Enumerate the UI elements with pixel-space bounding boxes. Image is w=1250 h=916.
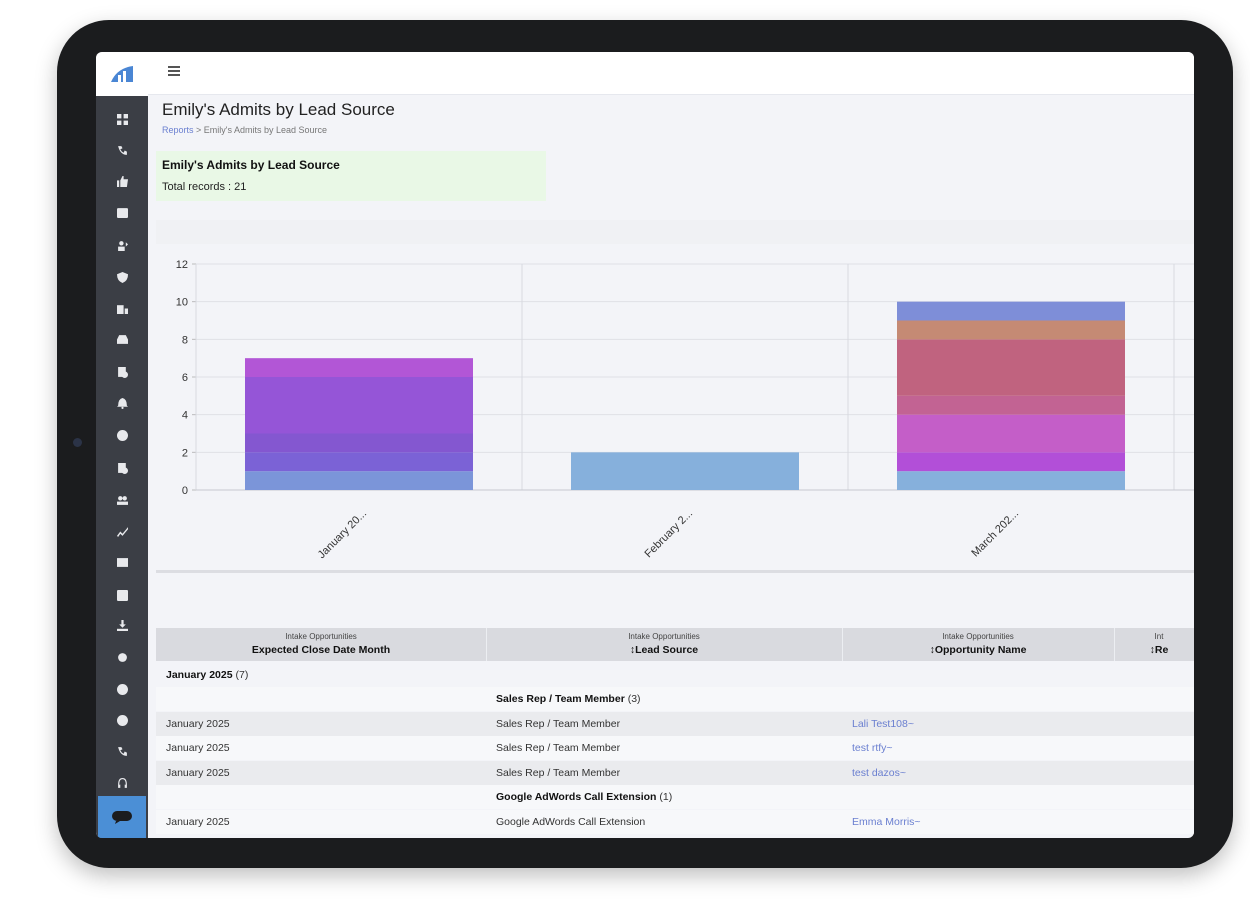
mail-icon[interactable]	[114, 554, 130, 570]
y-tick-label: 2	[182, 447, 188, 459]
opportunity-link[interactable]: Lali Test108~	[852, 718, 914, 730]
table-row: January 2025 Google AdWords Call Extensio…	[156, 810, 1194, 834]
total-records: Total records : 21	[162, 181, 247, 193]
bar-segment	[897, 339, 1125, 396]
table-cell: Sales Rep / Team Member	[496, 767, 621, 779]
table-cell: Sales Rep / Team Member	[496, 718, 621, 730]
column-header-label: ↕Opportunity Name	[929, 644, 1027, 656]
column-header-label: ↕Re	[1149, 644, 1169, 656]
y-tick-label: 0	[182, 485, 188, 497]
top-bar	[148, 52, 1194, 95]
group-row-month: January 2025 (7)	[156, 663, 1194, 687]
menu-icon[interactable]	[168, 66, 180, 76]
table-header: Intake Opportunities Expected Close Date …	[156, 628, 1194, 661]
trend-icon[interactable]	[114, 523, 130, 539]
breadcrumb-separator: >	[193, 125, 204, 135]
bar-segment	[897, 395, 1125, 415]
page-title: Emily's Admits by Lead Source	[162, 100, 395, 119]
building-icon[interactable]	[114, 300, 130, 316]
camera-dot	[73, 438, 82, 447]
help-icon[interactable]	[114, 712, 130, 728]
column-header[interactable]: Int ↕Re	[1114, 628, 1194, 661]
chart-area: 0 2 4 6 8 10 12 January 20... February 2... March…	[156, 244, 1194, 570]
breadcrumb: Reports > Emily's Admits by Lead Source	[162, 125, 327, 135]
y-tick-label: 4	[182, 410, 188, 422]
table-cell: January 2025	[166, 742, 230, 754]
breadcrumb-current: Emily's Admits by Lead Source	[203, 125, 328, 135]
shield-icon[interactable]	[114, 269, 130, 285]
y-tick-label: 6	[182, 372, 188, 384]
summary-title: Emily's Admits by Lead Source	[162, 158, 340, 172]
y-tick-label: 12	[176, 259, 188, 271]
settings-doc-icon[interactable]	[114, 460, 130, 476]
column-header-group: Intake Opportunities	[285, 632, 357, 641]
headset-icon[interactable]	[114, 775, 130, 791]
sidebar	[96, 52, 148, 838]
bar-segment	[245, 452, 473, 472]
group-row-source: Google AdWords Call Extension (1)	[156, 785, 1194, 809]
y-tick-label: 10	[176, 297, 188, 309]
gear-icon[interactable]	[114, 649, 130, 665]
column-header-group: Intake Opportunities	[942, 632, 1014, 641]
x-tick-label: February 2...	[643, 508, 696, 561]
thumbs-up-icon[interactable]	[114, 173, 130, 189]
x-tick-label: March 202...	[969, 508, 1021, 560]
user-transfer-icon[interactable]	[114, 237, 130, 253]
bar-segment	[571, 452, 799, 490]
column-header-label: ↕Lead Source	[629, 644, 699, 656]
facebook-icon[interactable]	[114, 587, 130, 603]
inbox-icon[interactable]	[114, 331, 130, 347]
table-cell: Google AdWords Call Extension	[496, 816, 646, 828]
group-label: Sales Rep / Team Member (3)	[496, 693, 641, 705]
table-row: January 2025 Sales Rep / Team Member Lali …	[156, 712, 1194, 736]
help-icon[interactable]	[114, 681, 130, 697]
bell-icon[interactable]	[114, 395, 130, 411]
chat-icon[interactable]	[98, 796, 146, 838]
app-logo[interactable]	[96, 52, 148, 96]
phone-icon[interactable]	[114, 142, 130, 158]
bar-segment	[245, 433, 473, 453]
chart-panel: 0 2 4 6 8 10 12 January 20... February 2... March…	[156, 220, 1194, 572]
bar-segment	[245, 358, 473, 377]
bar-segment	[897, 471, 1125, 490]
chart-divider	[156, 570, 1194, 573]
column-header-group: Int	[1154, 632, 1164, 641]
column-header[interactable]: Intake Opportunities ↕Lead Source	[486, 628, 843, 661]
column-header-group: Intake Opportunities	[628, 632, 700, 641]
stacked-bar-chart: 0 2 4 6 8 10 12 January 20... February 2... March…	[176, 259, 1194, 561]
calendar-icon[interactable]	[114, 204, 130, 220]
app-screen: Emily's Admits by Lead Source Reports > …	[96, 52, 1194, 838]
table-cell: January 2025	[166, 718, 230, 730]
table-row: January 2025 Sales Rep / Team Member test …	[156, 761, 1194, 785]
table-cell: Sales Rep / Team Member	[496, 742, 621, 754]
column-header-label: Expected Close Date Month	[251, 644, 391, 656]
report-summary: Emily's Admits by Lead Source Total reco…	[156, 151, 546, 201]
settings-doc-icon[interactable]	[114, 364, 130, 380]
opportunity-link[interactable]: test rtfy~	[852, 742, 893, 754]
bar-segment	[245, 471, 473, 490]
breadcrumb-reports-link[interactable]: Reports	[162, 125, 194, 135]
table-cell: January 2025	[166, 816, 230, 828]
phone-icon[interactable]	[114, 743, 130, 759]
dashboard-icon[interactable]	[114, 111, 130, 127]
bar-segment	[897, 301, 1125, 321]
opportunity-link[interactable]: test dazos~	[852, 767, 906, 779]
table-cell: January 2025	[166, 767, 230, 779]
table-row: January 2025 Sales Rep / Team Member test …	[156, 736, 1194, 760]
group-label: January 2025 (7)	[166, 669, 249, 681]
info-icon[interactable]	[114, 427, 130, 443]
bar-segment	[897, 452, 1125, 472]
users-icon[interactable]	[114, 492, 130, 508]
group-row-source: Sales Rep / Team Member (3)	[156, 687, 1194, 711]
column-header[interactable]: Intake Opportunities Expected Close Date …	[156, 628, 487, 661]
y-tick-label: 8	[182, 334, 188, 346]
bar-segment	[897, 320, 1125, 340]
opportunity-link[interactable]: Emma Morris~	[852, 816, 921, 828]
bar-segment	[897, 414, 1125, 453]
group-label: Google AdWords Call Extension (1)	[496, 791, 673, 803]
download-icon[interactable]	[114, 617, 130, 633]
x-tick-label: January 20...	[316, 508, 369, 561]
column-header[interactable]: Intake Opportunities ↕Opportunity Name	[842, 628, 1115, 661]
bar-segment	[245, 377, 473, 434]
